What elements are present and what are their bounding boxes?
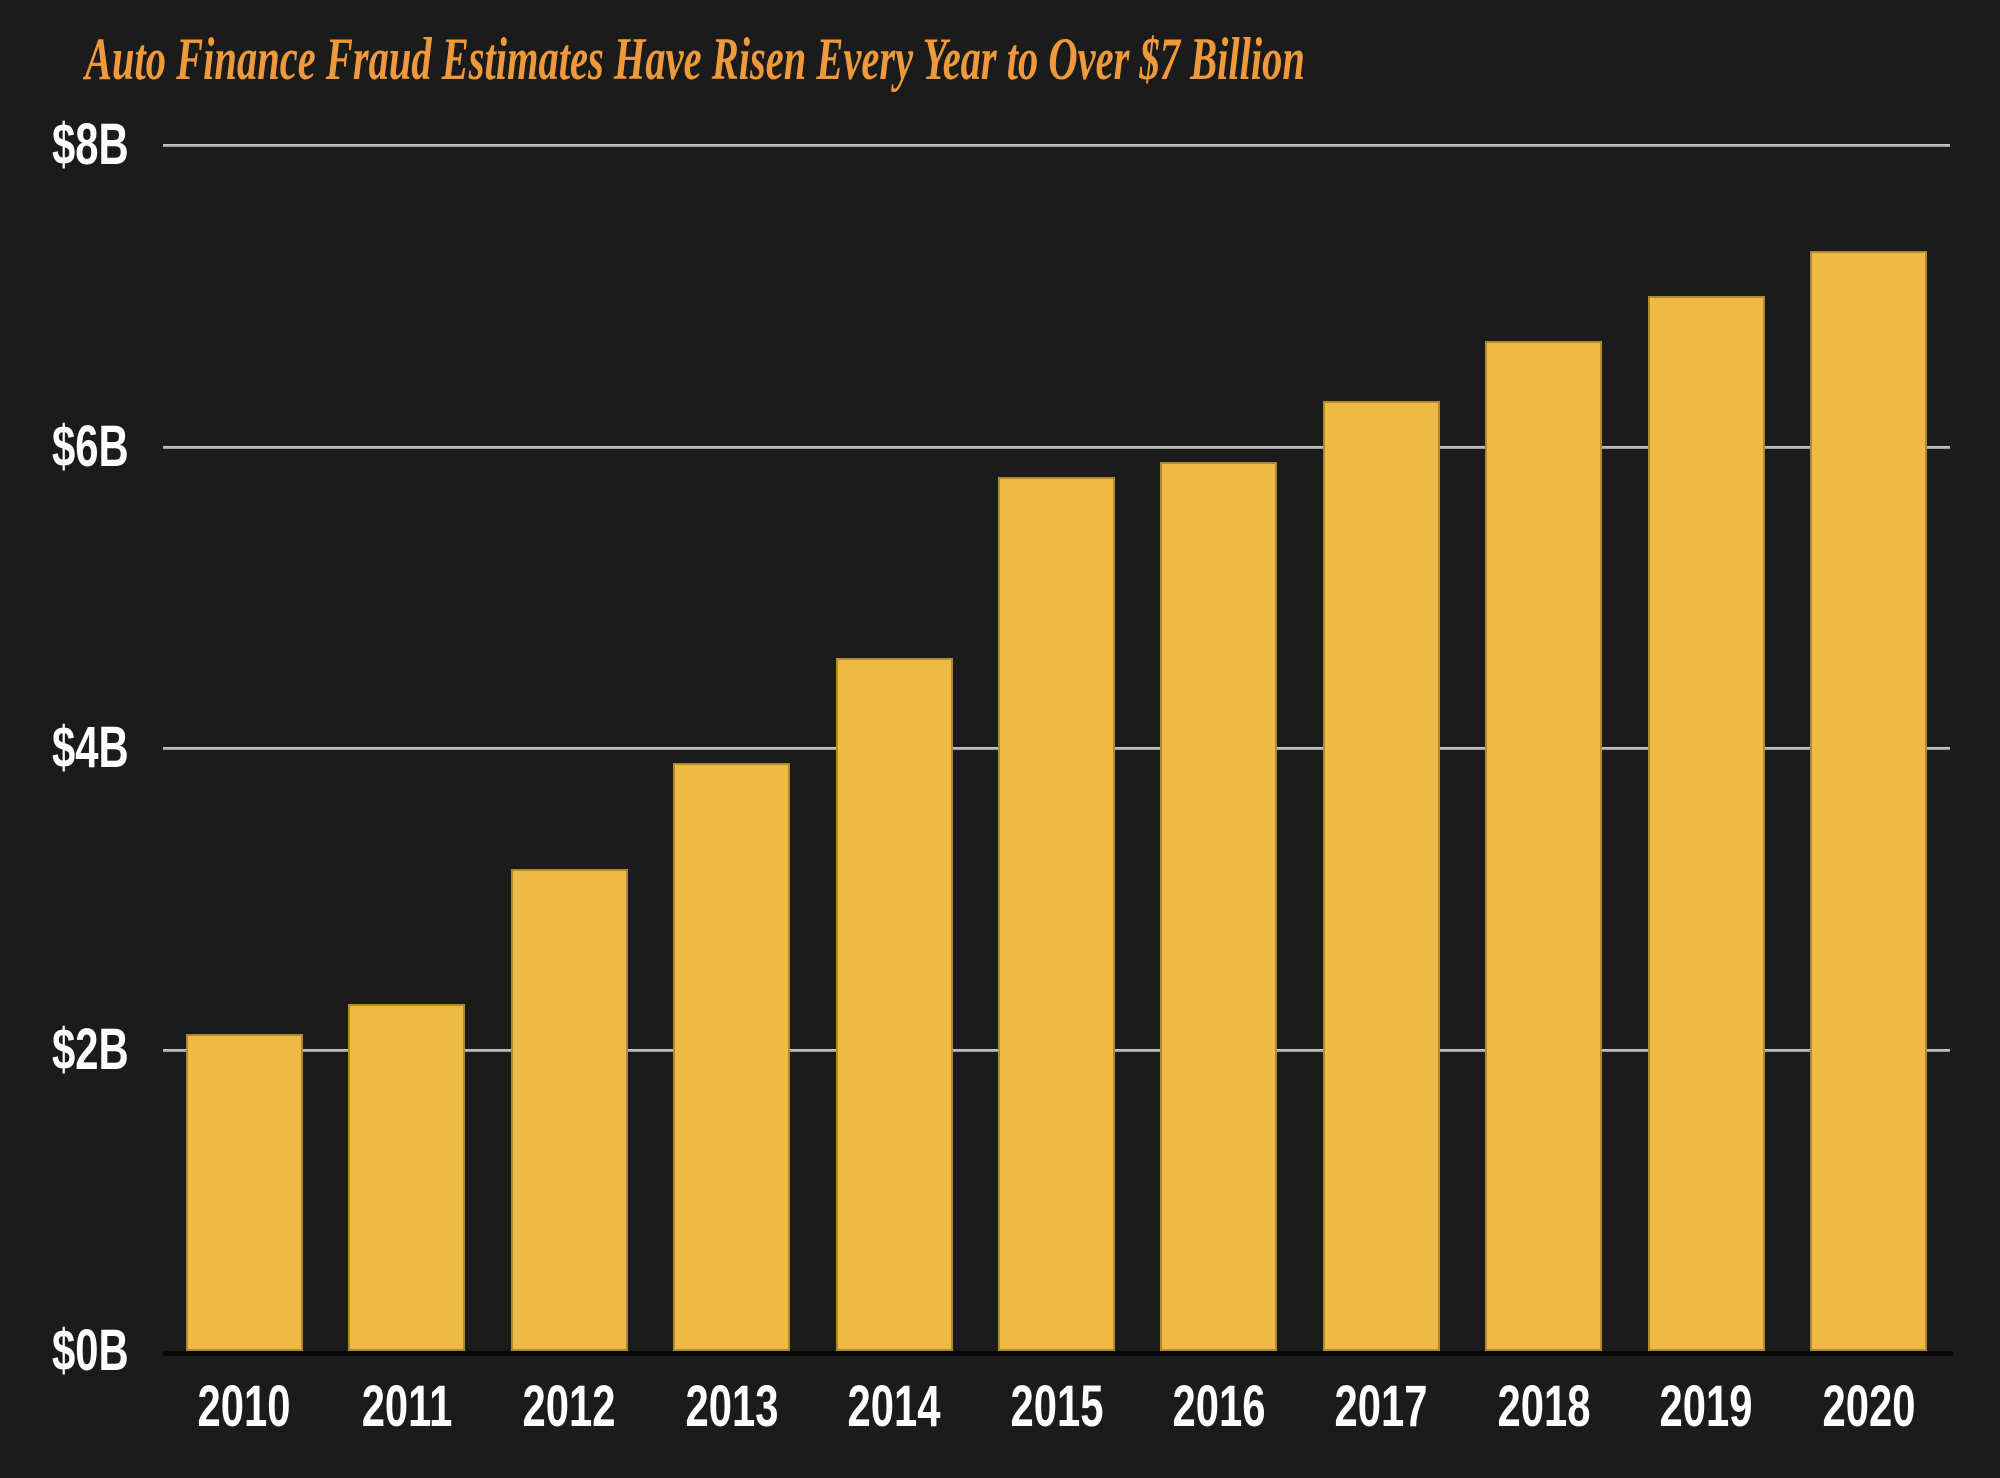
- bar-2013: [673, 763, 791, 1351]
- x-axis-tick-2011: 2011: [361, 1374, 452, 1439]
- bar-2016: [1160, 461, 1278, 1351]
- bar-2018: [1485, 340, 1603, 1351]
- x-axis-tick-2015: 2015: [1010, 1374, 1103, 1439]
- x-axis-tick-2017: 2017: [1334, 1374, 1428, 1439]
- bar-2020: [1810, 250, 1928, 1351]
- x-axis-tick-2010: 2010: [197, 1374, 291, 1439]
- x-axis-tick-2012: 2012: [522, 1374, 616, 1439]
- y-axis-tick-6b: $6B: [52, 413, 129, 479]
- x-axis-tick-2019: 2019: [1659, 1374, 1753, 1439]
- x-axis-tick-2013: 2013: [685, 1374, 779, 1439]
- bar-2011: [348, 1004, 466, 1351]
- x-axis-tick-2018: 2018: [1497, 1374, 1591, 1439]
- bar-2019: [1647, 295, 1765, 1351]
- y-axis-tick-2b: $2B: [52, 1016, 129, 1082]
- x-axis-line: [163, 1351, 1953, 1356]
- gridline-8b: [163, 144, 1950, 147]
- bar-2015: [998, 476, 1115, 1351]
- chart-title: Auto Finance Fraud Estimates Have Risen …: [85, 26, 1305, 92]
- x-axis-tick-2014: 2014: [847, 1374, 941, 1439]
- bar-2014: [835, 657, 953, 1351]
- gridline-6b: [163, 445, 1950, 449]
- x-axis-tick-2016: 2016: [1172, 1374, 1266, 1439]
- bar-2017: [1322, 401, 1440, 1351]
- bar-2012: [510, 868, 628, 1351]
- y-axis-tick-4b: $4B: [52, 715, 129, 780]
- y-axis-tick-0b: $0B: [52, 1318, 129, 1383]
- x-axis-tick-2020: 2020: [1822, 1374, 1916, 1439]
- y-axis-tick-8b: $8B: [52, 112, 129, 177]
- bar-2010: [185, 1034, 303, 1351]
